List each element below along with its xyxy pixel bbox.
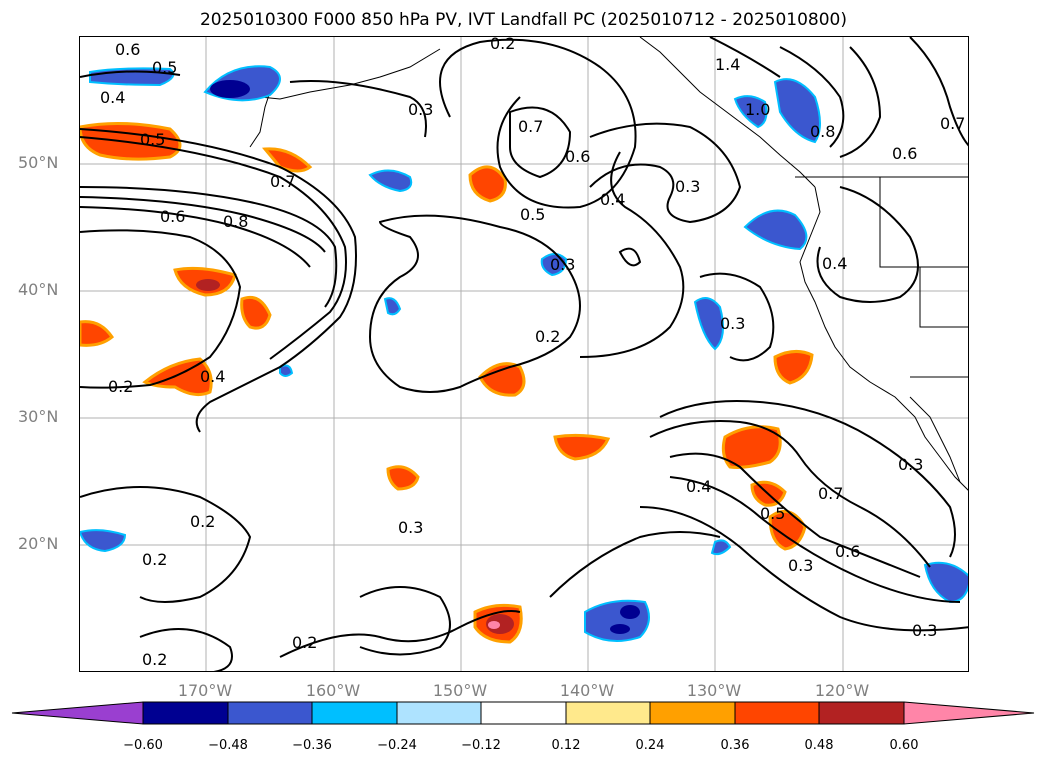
colorbar	[11, 701, 1035, 725]
contour-label: 0.4	[600, 190, 625, 209]
colorbar-tick: −0.60	[123, 738, 163, 753]
contour-label: 1.0	[745, 100, 770, 119]
contour-label: 0.3	[898, 455, 923, 474]
contour-label: 0.3	[398, 518, 423, 537]
contour-label: 0.7	[818, 484, 843, 503]
contour-label: 0.3	[912, 621, 937, 640]
pv-contours	[80, 37, 968, 671]
colorbar-tick: 0.48	[804, 738, 834, 753]
lat-label-50n: 50°N	[18, 153, 59, 172]
contour-label: 0.7	[940, 114, 965, 133]
contour-label: 0.3	[788, 556, 813, 575]
lon-label-150w: 150°W	[432, 681, 488, 700]
contour-label: 0.8	[810, 122, 835, 141]
contour-label: 0.3	[720, 314, 745, 333]
lon-label-140w: 140°W	[559, 681, 615, 700]
contour-label: 0.8	[223, 212, 248, 231]
chart-title: 2025010300 F000 850 hPa PV, IVT Landfall…	[199, 10, 847, 30]
lat-label-30n: 30°N	[18, 407, 59, 426]
colorbar-tick: 0.60	[889, 738, 919, 753]
lat-label-20n: 20°N	[18, 534, 59, 553]
colorbar-bin	[734, 701, 820, 725]
contour-label: 0.7	[270, 172, 295, 191]
contour-label: 0.4	[100, 88, 125, 107]
contour-label: 0.2	[535, 327, 560, 346]
colorbar-bin	[396, 701, 482, 725]
contour-label: 0.5	[152, 58, 177, 77]
contour-label: 0.2	[292, 633, 317, 652]
contour-label: 0.4	[822, 254, 847, 273]
contour-label: 0.5	[520, 205, 545, 224]
colorbar-bin	[311, 701, 398, 725]
contour-label: 0.5	[140, 130, 165, 149]
colorbar-tick: 0.24	[635, 738, 665, 753]
contour-label: 0.2	[142, 550, 167, 569]
contour-label: 0.3	[408, 100, 433, 119]
colorbar-bin	[227, 701, 313, 725]
map-svg: 0.6 0.5 0.4 0.5 0.7 0.6 0.8 0.2 0.4 0.3 …	[80, 37, 968, 671]
colorbar-tick: −0.12	[461, 738, 501, 753]
lat-label-40n: 40°N	[18, 280, 59, 299]
contour-label: 0.2	[490, 37, 515, 53]
contour-labels: 0.6 0.5 0.4 0.5 0.7 0.6 0.8 0.2 0.4 0.3 …	[100, 37, 965, 669]
contour-label: 1.4	[715, 55, 740, 74]
contour-label: 0.2	[190, 512, 215, 531]
contour-label: 0.3	[550, 255, 575, 274]
map-panel: 0.6 0.5 0.4 0.5 0.7 0.6 0.8 0.2 0.4 0.3 …	[79, 36, 969, 672]
colorbar-extend-right	[903, 701, 1035, 725]
colorbar-tick: 0.12	[551, 738, 581, 753]
contour-label: 0.2	[108, 377, 133, 396]
colorbar-tick: −0.24	[377, 738, 417, 753]
colorbar-bin	[818, 701, 905, 725]
contour-label: 0.6	[835, 542, 860, 561]
contour-label: 0.4	[200, 367, 225, 386]
colorbar-bin	[649, 701, 736, 725]
contour-label: 0.2	[142, 650, 167, 669]
colorbar-tick: −0.36	[292, 738, 332, 753]
contour-label: 0.6	[565, 147, 590, 166]
contour-label: 0.6	[160, 207, 185, 226]
graticule	[80, 37, 968, 671]
colorbar-bin	[142, 701, 229, 725]
contour-label: 0.7	[518, 117, 543, 136]
colorbar-tick: −0.48	[208, 738, 248, 753]
contour-label: 0.4	[686, 477, 711, 496]
contour-label: 0.5	[760, 504, 785, 523]
colorbar-tick: 0.36	[720, 738, 750, 753]
lon-label-170w: 170°W	[177, 681, 233, 700]
colorbar-extend-left	[11, 701, 144, 725]
contour-label: 0.6	[892, 144, 917, 163]
colorbar-bin	[480, 701, 567, 725]
lon-label-130w: 130°W	[686, 681, 742, 700]
contour-label: 0.3	[675, 177, 700, 196]
contour-label: 0.6	[115, 40, 140, 59]
lon-label-160w: 160°W	[305, 681, 361, 700]
colorbar-bin	[565, 701, 651, 725]
lon-label-120w: 120°W	[814, 681, 870, 700]
